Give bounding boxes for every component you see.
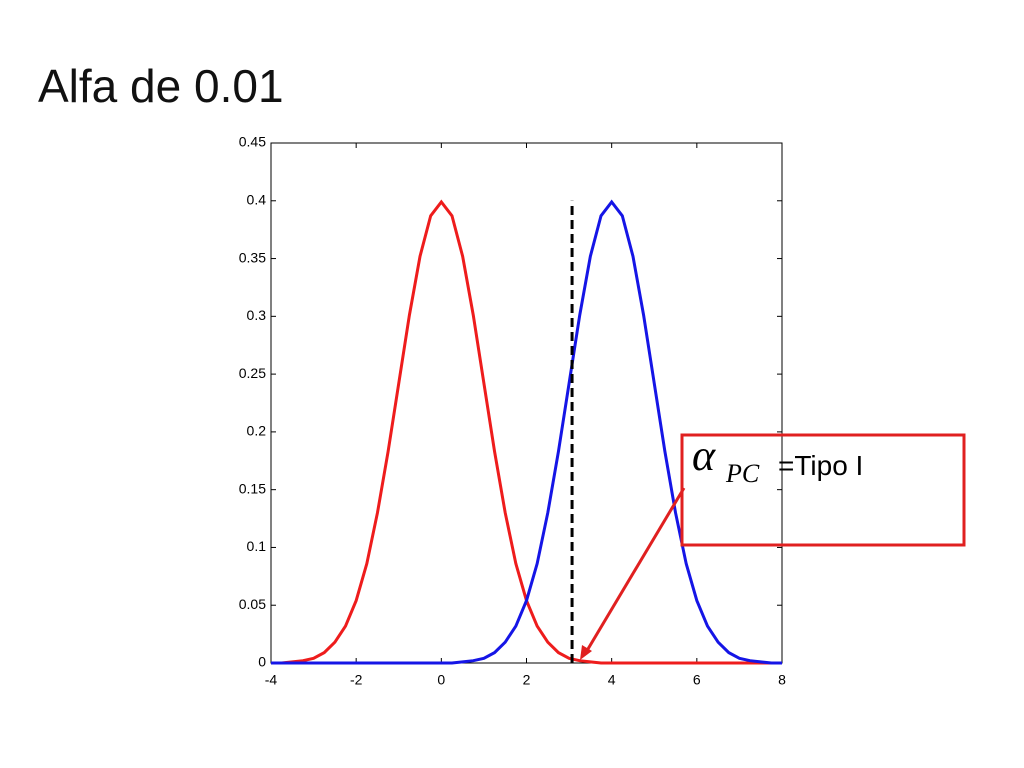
- series-line: [271, 199, 782, 665]
- y-tick-label: 0.35: [239, 249, 266, 265]
- y-tick-label: 0.45: [239, 134, 266, 150]
- x-tick-label: 8: [778, 672, 786, 688]
- x-tick-label: 4: [608, 672, 616, 688]
- y-tick-label: 0.3: [247, 307, 267, 323]
- x-tick-label: 0: [437, 672, 445, 688]
- y-tick-label: 0.15: [239, 480, 266, 496]
- x-tick-label: 2: [523, 672, 531, 688]
- y-tick-label: 0.4: [247, 191, 267, 207]
- annotation-text: =Tipo I: [778, 450, 863, 481]
- x-tick-label: 6: [693, 672, 701, 688]
- y-tick-label: 0.1: [247, 538, 267, 554]
- arrow-head: [580, 645, 592, 660]
- annotation-symbol: α: [692, 431, 716, 480]
- y-tick-label: 0: [258, 654, 266, 670]
- x-tick-label: -2: [350, 672, 363, 688]
- x-tick-label: -4: [265, 672, 278, 688]
- y-tick-label: 0.05: [239, 596, 266, 612]
- y-tick-label: 0.2: [247, 423, 267, 439]
- plot-frame: [270, 142, 783, 664]
- annotation-subscript: PC: [725, 459, 760, 488]
- annotation-arrow: [583, 487, 686, 655]
- y-tick-label: 0.25: [239, 365, 266, 381]
- slide-title: Alfa de 0.01: [38, 60, 284, 112]
- plot: 0 0.05 0.1 0.15 0.2 0.25 0.3 0.35 0.4 0.45 -4 -2 0 2 4…: [239, 134, 786, 688]
